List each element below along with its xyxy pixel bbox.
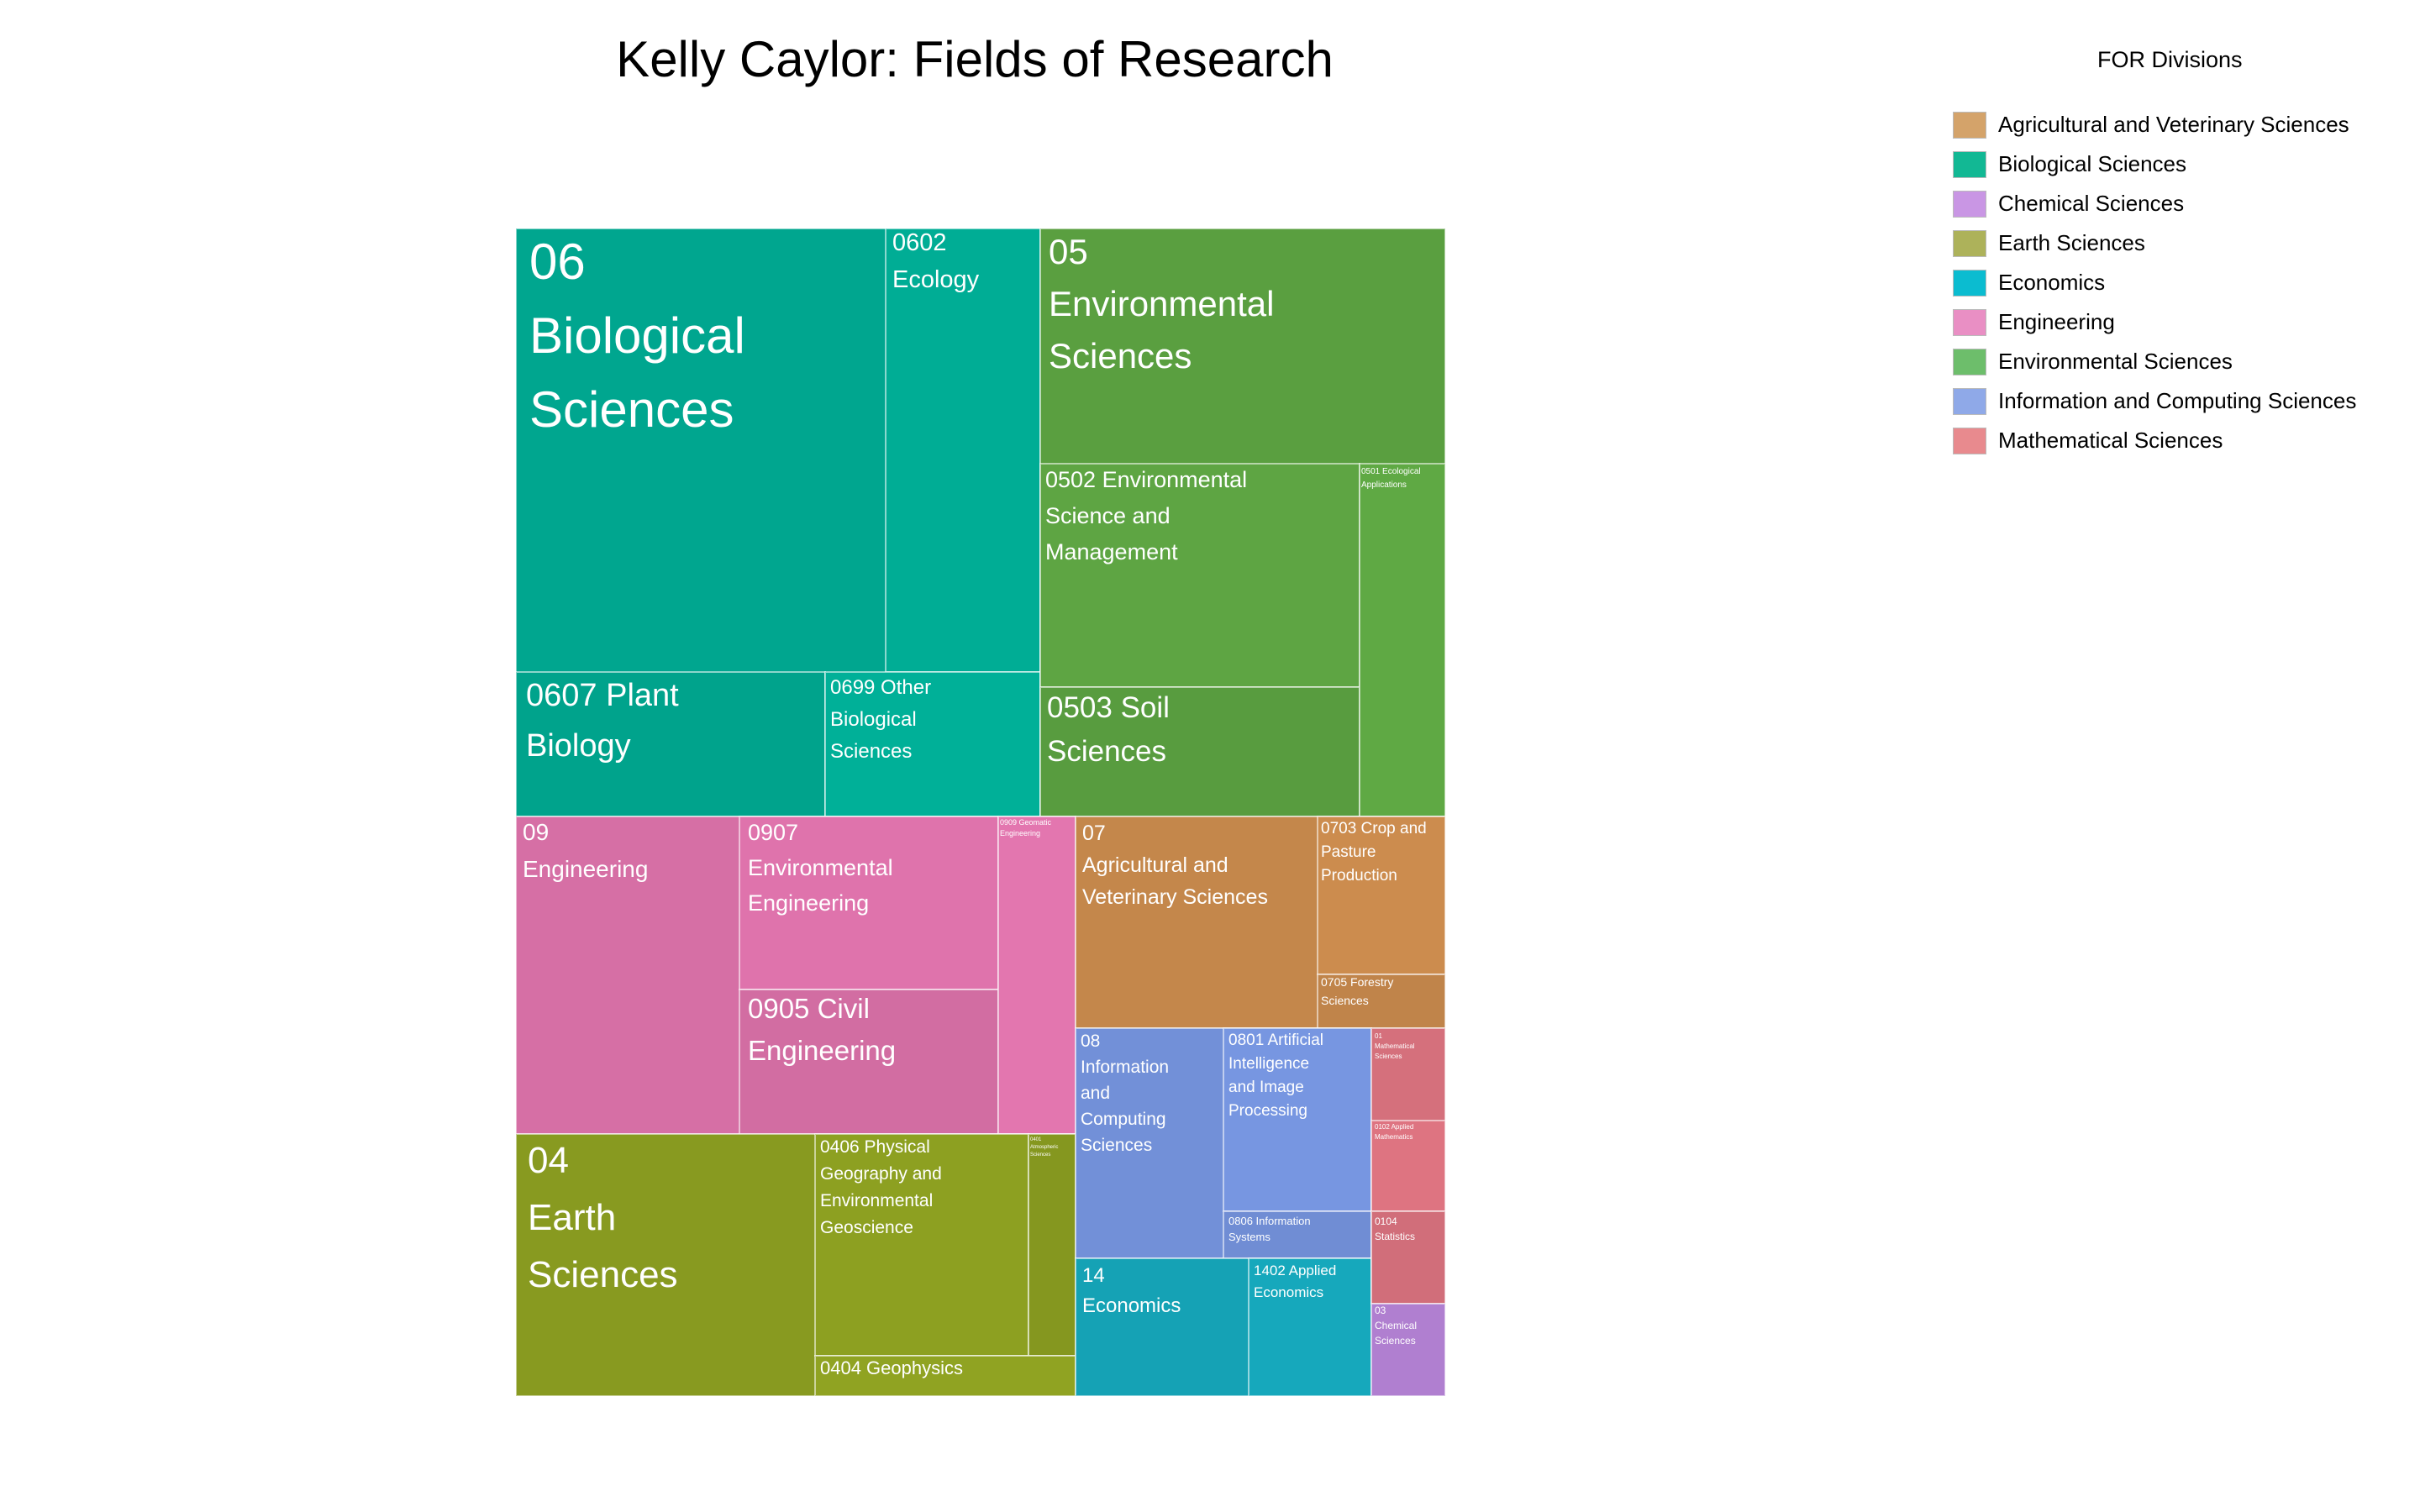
chart-title: Kelly Caylor: Fields of Research <box>616 31 1334 87</box>
treemap-group-label: 0501 Ecological Applications <box>1361 467 1421 490</box>
legend-label: Biological Sciences <box>1998 151 2187 176</box>
treemap-division-label: 09 Engineering <box>523 819 648 882</box>
treemap-group-label: 0406 Physical Geography and Environmental G… <box>820 1137 942 1237</box>
treemap-group-label: 0104 Statistics <box>1375 1215 1415 1242</box>
treemap-division-label: 01 Mathematical Sciences <box>1375 1032 1415 1060</box>
treemap-group-0104[interactable] <box>1370 1210 1446 1305</box>
legend-swatch <box>1953 150 1986 178</box>
treemap-group-label: 0502 Environmental Science and Management <box>1045 467 1247 564</box>
legend-items: Agricultural and Veterinary Sciences Biol… <box>1949 105 2403 460</box>
treemap-division-label: 08 Information and Computing Sciences <box>1081 1032 1169 1155</box>
legend-item[interactable]: Mathematical Sciences <box>1953 421 2403 460</box>
legend-label: Earth Sciences <box>1998 230 2145 255</box>
legend-item[interactable]: Engineering <box>1953 302 2403 342</box>
treemap-division-label: 07 Agricultural and Veterinary Sciences <box>1082 822 1268 909</box>
legend-label: Mathematical Sciences <box>1998 428 2223 453</box>
legend-item[interactable]: Chemical Sciences <box>1953 184 2403 223</box>
treemap-group-label: 0705 Forestry Sciences <box>1321 975 1393 1007</box>
legend-swatch <box>1953 269 1986 297</box>
treemap-group-0406[interactable] <box>814 1133 1029 1357</box>
legend-item[interactable]: Agricultural and Veterinary Sciences <box>1953 105 2403 144</box>
treemap-group-0909[interactable] <box>997 816 1076 1135</box>
treemap-division-label: 04 Earth Sciences <box>528 1140 678 1295</box>
treemap-group-label: 0801 Artificial Intelligence and Image Proc… <box>1228 1032 1323 1120</box>
treemap-group-0501[interactable] <box>1359 463 1446 817</box>
legend-label: Information and Computing Sciences <box>1998 388 2357 413</box>
legend-swatch <box>1953 427 1986 454</box>
treemap-group-label: 0404 Geophysics <box>820 1357 963 1378</box>
treemap-group-0699[interactable] <box>824 671 1041 817</box>
legend-swatch <box>1953 308 1986 336</box>
treemap-group-0705[interactable] <box>1317 974 1446 1029</box>
treemap-division-label: 06 Biological Sciences <box>529 234 745 438</box>
legend-swatch <box>1953 111 1986 139</box>
treemap-group-label: 0607 Plant Biology <box>526 678 679 764</box>
treemap-group-label: 0905 Civil Engineering <box>748 993 896 1066</box>
legend-label: Chemical Sciences <box>1998 191 2185 216</box>
treemap-group-label: 0503 Soil Sciences <box>1047 691 1170 768</box>
legend-swatch <box>1953 190 1986 218</box>
legend-label: Economics <box>1998 270 2106 295</box>
treemap-group-1402[interactable] <box>1248 1257 1372 1397</box>
treemap-group-label: 0806 Information Systems <box>1228 1215 1311 1243</box>
legend-label: Agricultural and Veterinary Sciences <box>1998 112 2349 137</box>
treemap-group-0503[interactable] <box>1039 686 1360 817</box>
treemap-group-0602[interactable] <box>885 228 1041 673</box>
legend: FOR Divisions Agricultural and Veterinar… <box>1949 47 2403 460</box>
treemap-group-0607[interactable] <box>515 671 826 817</box>
treemap-group-label: 0602 Ecology <box>892 229 980 293</box>
legend-title: FOR Divisions <box>2097 47 2243 72</box>
treemap-group-label: 0703 Crop and Pasture Production <box>1321 820 1427 885</box>
treemap-division-label: 14 Economics <box>1082 1264 1181 1317</box>
treemap-group-label: 0907 Environmental Engineering <box>748 820 893 916</box>
treemap-division-label: 03 Chemical Sciences <box>1375 1305 1417 1347</box>
treemap-group-0703[interactable] <box>1317 816 1446 975</box>
legend-item[interactable]: Economics <box>1953 263 2403 302</box>
treemap-group-0401[interactable] <box>1028 1133 1076 1357</box>
legend-label: Environmental Sciences <box>1998 349 2233 374</box>
treemap-division-label: 05 Environmental Sciences <box>1049 232 1274 375</box>
legend-swatch <box>1953 387 1986 415</box>
treemap-group-label: 1402 Applied Economics <box>1254 1263 1336 1300</box>
legend-swatch <box>1953 348 1986 375</box>
legend-item[interactable]: Information and Computing Sciences <box>1953 381 2403 421</box>
treemap-group-label: 0909 Geomatic Engineering <box>1000 818 1052 837</box>
legend-item[interactable]: Environmental Sciences <box>1953 342 2403 381</box>
treemap-group-0404[interactable] <box>814 1355 1076 1397</box>
legend-swatch <box>1953 229 1986 257</box>
treemap-group-label: 0699 Other Biological Sciences <box>830 676 931 763</box>
treemap-group-label: 0401 Atmospheric Sciences <box>1030 1137 1058 1158</box>
legend-item[interactable]: Earth Sciences <box>1953 223 2403 263</box>
treemap-division-03[interactable] <box>1370 1303 1446 1397</box>
treemap-group-0806[interactable] <box>1223 1210 1372 1259</box>
legend-label: Engineering <box>1998 309 2115 334</box>
treemap-group-0801[interactable] <box>1223 1027 1372 1212</box>
treemap-group-label: 0102 Applied Mathematics <box>1375 1123 1413 1141</box>
treemap-group-0907[interactable] <box>739 816 999 990</box>
treemap-group-0502[interactable] <box>1039 463 1360 688</box>
treemap-group-0102[interactable] <box>1370 1120 1446 1212</box>
legend-item[interactable]: Biological Sciences <box>1953 144 2403 184</box>
